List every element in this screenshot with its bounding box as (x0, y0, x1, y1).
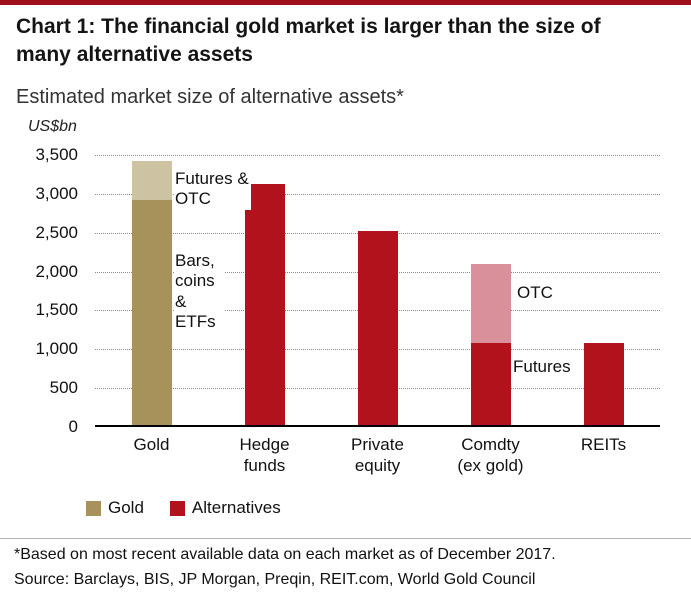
chart-subtitle: Estimated market size of alternative ass… (16, 86, 404, 108)
chart-title: Chart 1: The financial gold market is la… (16, 15, 601, 66)
x-axis-label: REITs (580, 435, 627, 454)
bar-hedge (244, 184, 285, 425)
annotation-comdty-futures: Futures (513, 357, 571, 378)
bar-segment (357, 230, 398, 425)
legend: Gold Alternatives (86, 498, 281, 518)
top-accent-bar (0, 0, 691, 5)
y-tick-label: 0 (68, 417, 78, 436)
source-line: Source: Barclays, BIS, JP Morgan, Preqin… (14, 571, 536, 588)
y-tick-label: 2,000 (35, 261, 78, 281)
footnote-area: *Based on most recent available data on … (0, 538, 691, 596)
plot-area: Futures & OTC Bars, coins & ETFs OTC Fut… (95, 155, 660, 427)
y-axis-unit-label: US$bn (28, 118, 77, 135)
bar-reits (583, 343, 624, 425)
annotation-gold-bars-coins-etfs: Bars, coins & ETFs (175, 251, 225, 333)
y-tick-label: 3,000 (35, 183, 78, 203)
bar-comdty (470, 263, 511, 425)
legend-swatch-alternatives (169, 500, 185, 516)
bar-segment (470, 263, 511, 344)
x-axis-label: Private equity (351, 435, 404, 476)
bar-segment (131, 160, 172, 200)
gridline (95, 193, 660, 195)
bar-segment (470, 343, 511, 425)
bar-segment (583, 343, 624, 425)
bar-gold (131, 160, 172, 425)
y-tick-label: 500 (49, 378, 78, 398)
bar-private (357, 230, 398, 425)
legend-label-gold: Gold (108, 498, 144, 517)
y-tick-label: 3,500 (35, 145, 78, 164)
legend-item-gold: Gold (86, 498, 144, 518)
bar-segment (244, 184, 285, 425)
x-axis-label: Comdty (ex gold) (457, 435, 524, 476)
bar-segment (131, 199, 172, 425)
footnote: *Based on most recent available data on … (14, 546, 556, 563)
annotation-comdty-otc: OTC (517, 283, 553, 304)
legend-swatch-gold (86, 500, 101, 516)
y-tick-label: 1,000 (35, 339, 78, 359)
y-axis-ticks: 3,500 3,000 2,500 2,000 1,500 1,000 500 0 (0, 145, 86, 436)
y-tick-label: 2,500 (35, 222, 78, 242)
legend-label-alternatives: Alternatives (191, 498, 281, 517)
y-tick-label: 1,500 (35, 300, 78, 320)
x-axis-label: Hedge funds (239, 435, 290, 476)
legend-item-alternatives: Alternatives (169, 498, 281, 518)
annotation-gold-futures-otc: Futures & OTC (175, 169, 251, 210)
x-axis-label: Gold (133, 435, 170, 454)
gridline (95, 155, 660, 156)
x-axis-labels: Gold Hedge funds Private equity Comdty (ex … (95, 434, 660, 484)
